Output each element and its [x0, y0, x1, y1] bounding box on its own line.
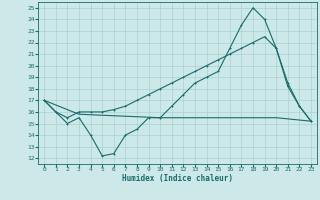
X-axis label: Humidex (Indice chaleur): Humidex (Indice chaleur)	[122, 174, 233, 183]
